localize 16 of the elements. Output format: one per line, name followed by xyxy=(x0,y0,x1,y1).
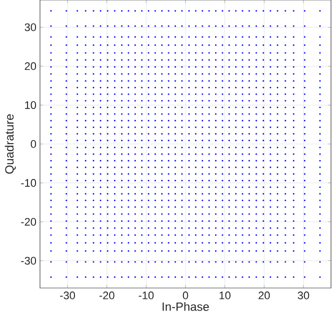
y-tick-label: -10 xyxy=(21,179,36,187)
y-tick-label: 20 xyxy=(24,62,36,70)
y-tick-label: -30 xyxy=(21,256,36,265)
x-tick-label: -10 xyxy=(138,292,154,300)
x-tick-label: 0 xyxy=(182,292,188,300)
y-tick-label: 0 xyxy=(30,140,36,148)
x-tick-label: -30 xyxy=(60,292,76,300)
x-tick-label: 20 xyxy=(258,292,270,300)
y-axis-title: Quadrature xyxy=(4,114,16,174)
x-tick-label: 30 xyxy=(298,292,310,300)
y-tick-label: 10 xyxy=(25,101,36,109)
y-tick-label: -20 xyxy=(21,218,36,226)
x-tick-label: 10 xyxy=(220,292,230,300)
x-axis-title: In-Phase xyxy=(162,302,209,311)
y-tick-label: 30 xyxy=(24,23,36,32)
x-tick-label: -20 xyxy=(99,292,114,300)
